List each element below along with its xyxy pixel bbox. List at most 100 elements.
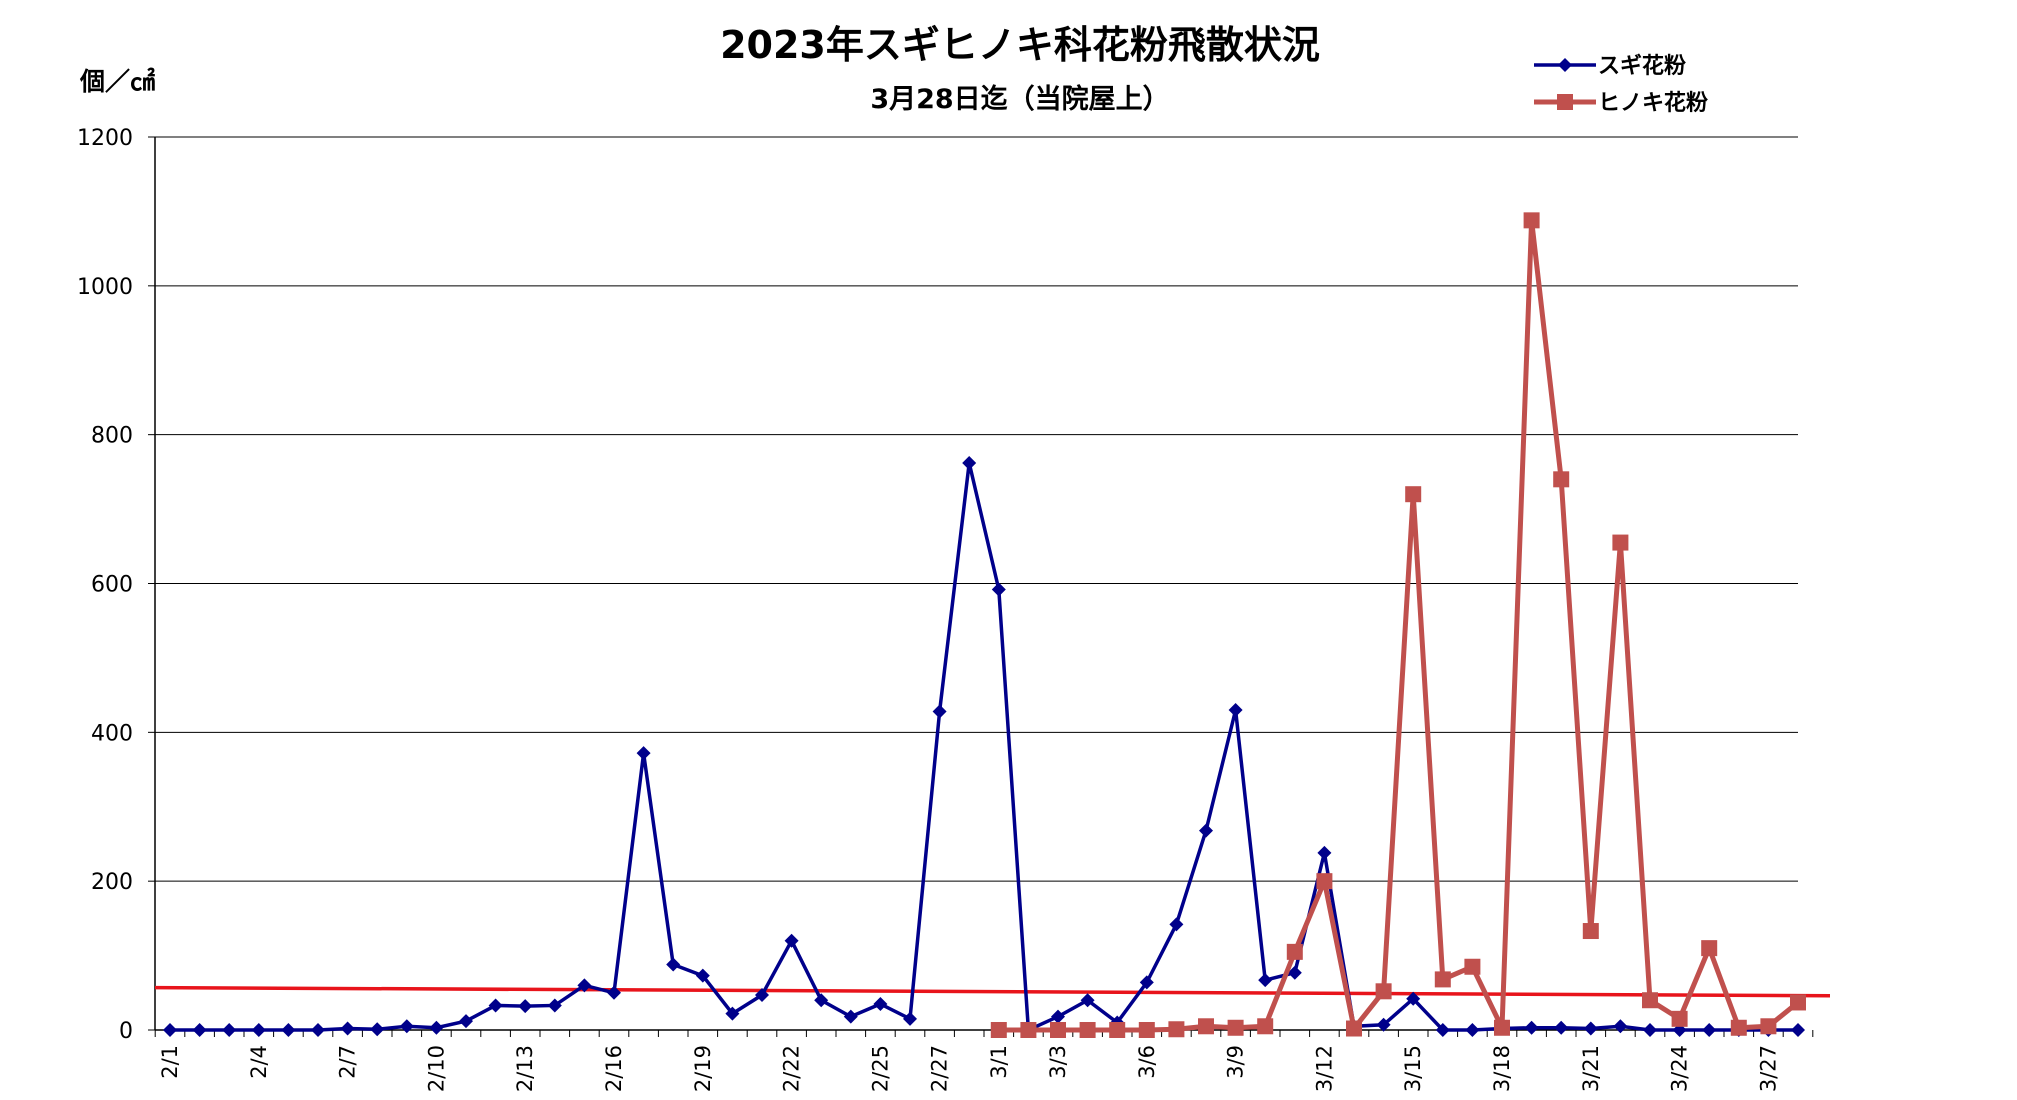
data-point — [1138, 1022, 1155, 1038]
data-point — [1406, 991, 1421, 1006]
y-tick-label: 0 — [119, 1019, 133, 1044]
data-point — [1643, 1023, 1657, 1037]
data-point — [755, 988, 769, 1003]
data-point — [459, 1014, 473, 1029]
data-point — [222, 1023, 237, 1037]
x-tick-label: 2/25 — [868, 1045, 892, 1092]
legend-entry: スギ花粉 — [1534, 53, 1686, 79]
x-tick-label: 2/10 — [424, 1045, 448, 1092]
x-tick-label: 3/24 — [1668, 1045, 1692, 1092]
x-tick-label: 3/1 — [987, 1045, 1011, 1079]
data-point — [1199, 823, 1213, 838]
data-point — [1791, 1023, 1805, 1037]
y-tick-label: 1200 — [77, 126, 133, 151]
data-point — [1109, 1022, 1126, 1038]
legend-marker — [1557, 94, 1573, 110]
data-point — [1760, 1018, 1777, 1035]
series-hinoki — [990, 212, 1806, 1038]
data-point — [1169, 917, 1184, 932]
x-tick-label: 2/19 — [691, 1045, 715, 1092]
data-point — [1228, 703, 1243, 718]
data-point — [1730, 1019, 1747, 1036]
x-tick-label: 2/22 — [780, 1045, 804, 1092]
reference-line-layer — [154, 985, 1831, 998]
data-point — [340, 1021, 355, 1036]
y-tick-label: 600 — [91, 573, 133, 598]
series-sugi — [163, 455, 1805, 1037]
data-point — [991, 582, 1006, 597]
x-tick-label: 3/18 — [1490, 1045, 1514, 1092]
x-tick-labels: 2/1 2/4 2/7 2/10 2/13 2/16 2/19 2/22 2/25 2/27 3/1… — [158, 1045, 1780, 1092]
data-point — [311, 1023, 325, 1037]
x-tick-label: 2/4 — [247, 1045, 271, 1079]
data-point — [1435, 1023, 1450, 1037]
data-point — [1702, 1023, 1717, 1037]
data-point — [903, 1011, 917, 1026]
data-point — [399, 1019, 414, 1034]
data-point — [1168, 1021, 1185, 1038]
data-point — [1051, 1009, 1065, 1024]
legend-label: ヒノキ花粉 — [1598, 90, 1708, 116]
chart-subtitle: 3月28日迄（当院屋上） — [870, 83, 1169, 115]
data-point — [814, 993, 829, 1008]
data-point — [1554, 1020, 1569, 1035]
y-tick-label: 800 — [91, 424, 133, 449]
x-tick-label: 3/15 — [1401, 1045, 1425, 1092]
data-point — [1198, 1018, 1214, 1035]
data-point — [1079, 1022, 1096, 1038]
data-point — [873, 996, 888, 1011]
data-point — [1583, 1021, 1598, 1036]
y-axis-label: 個／㎠ — [79, 67, 155, 96]
x-tick-label: 3/12 — [1312, 1045, 1336, 1092]
gridlines — [155, 136, 1798, 882]
x-tick-label: 3/27 — [1756, 1045, 1780, 1092]
chart-title: 2023年スギヒノキ科花粉飛散状況 — [720, 23, 1320, 67]
data-point — [1346, 1020, 1362, 1037]
data-point — [725, 1006, 740, 1021]
data-point — [636, 746, 651, 761]
data-point — [1464, 958, 1481, 975]
data-point — [1257, 1018, 1274, 1035]
data-point — [429, 1020, 444, 1035]
data-point — [1434, 971, 1451, 988]
data-point — [607, 985, 621, 1000]
data-point — [666, 957, 681, 972]
data-point — [1582, 923, 1599, 940]
data-point — [1227, 1019, 1244, 1036]
x-tick-label: 2/7 — [336, 1045, 360, 1079]
y-tick-label: 400 — [91, 721, 133, 746]
x-tick-label: 3/6 — [1135, 1045, 1159, 1079]
data-point — [962, 455, 977, 470]
data-point — [1376, 1017, 1391, 1032]
data-point — [1020, 1022, 1037, 1038]
x-tick-label: 3/9 — [1224, 1045, 1248, 1079]
data-point — [932, 704, 947, 719]
series-line — [170, 462, 1798, 1033]
reference-line — [154, 985, 1831, 998]
data-point — [1671, 1010, 1688, 1027]
data-point — [1523, 212, 1540, 229]
x-tick-label: 3/3 — [1046, 1045, 1070, 1079]
data-point — [1613, 1019, 1628, 1034]
legend-marker — [1558, 58, 1572, 72]
data-point — [163, 1023, 177, 1037]
data-point — [1790, 994, 1806, 1011]
x-tick-label: 2/13 — [513, 1045, 537, 1092]
data-point — [547, 998, 562, 1013]
data-point — [281, 1023, 296, 1037]
data-point — [843, 1009, 858, 1024]
data-point — [1286, 943, 1303, 960]
x-tick-label: 2/27 — [928, 1045, 952, 1092]
data-point — [1524, 1020, 1539, 1035]
x-tick-label: 3/21 — [1579, 1045, 1603, 1092]
data-point — [1465, 1023, 1480, 1037]
x-tick-label: 2/16 — [602, 1045, 626, 1092]
data-point — [1317, 845, 1332, 860]
series-layer — [163, 212, 1806, 1038]
data-point — [1287, 965, 1302, 980]
data-point — [1258, 973, 1273, 988]
y-tick-labels: 0 200 400 600 800 1000 1200 — [77, 126, 133, 1044]
x-tick-label: 2/1 — [158, 1045, 182, 1079]
